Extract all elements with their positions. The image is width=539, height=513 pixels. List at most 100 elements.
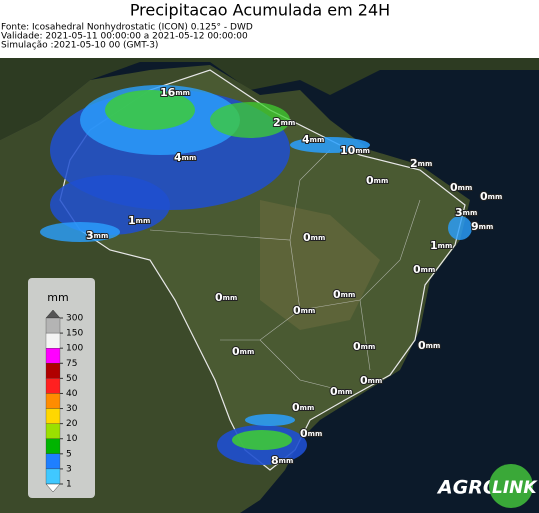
precip-label: 0mm: [330, 385, 352, 398]
colorbar-band: [45, 408, 61, 424]
precip-unit: mm: [488, 193, 503, 201]
land-north: [0, 58, 539, 140]
precip-amount: 8: [271, 454, 279, 467]
colorbar-label: 100: [66, 344, 83, 354]
precip-unit: mm: [341, 291, 356, 299]
precip-label: 0mm: [450, 181, 472, 194]
precip-amount: 0: [360, 374, 368, 387]
precip-unit: mm: [463, 209, 478, 217]
precip-unit: mm: [361, 343, 376, 351]
precip-label: 4mm: [174, 151, 196, 164]
precip-unit: mm: [374, 177, 389, 185]
precip-amount: 4: [302, 133, 310, 146]
precip-unit: mm: [301, 307, 316, 315]
precip-amount: 0: [480, 190, 488, 203]
precip-label: 4mm: [302, 133, 324, 146]
colorbar-band: [45, 378, 61, 394]
precip-label: 0mm: [333, 288, 355, 301]
precip-unit: mm: [426, 342, 441, 350]
precip-amount: 0: [303, 231, 311, 244]
precip-label: 0mm: [232, 345, 254, 358]
precip-amount: 0: [215, 291, 223, 304]
precip-amount: 0: [366, 174, 374, 187]
precip-label: 16mm: [160, 86, 190, 99]
colorbar-label: 150: [66, 329, 83, 339]
legend-unit: mm: [47, 291, 68, 304]
precip-label: 0mm: [300, 427, 322, 440]
precip-unit: mm: [281, 119, 296, 127]
precip-unit: mm: [368, 377, 383, 385]
precip-label: 0mm: [480, 190, 502, 203]
legend: mm 300 150 100 75 50 40 30 20 10 5 3 1: [28, 278, 95, 498]
info-line: Fonte: Icosahedral Nonhydrostatic (ICON)…: [1, 23, 253, 33]
precip-unit: mm: [479, 223, 494, 231]
header: Precipitacao Acumulada em 24H Fonte: Ico…: [0, 0, 539, 52]
colorbar-cap: [45, 483, 61, 493]
precip-label: 9mm: [471, 220, 493, 233]
precip-unit: mm: [311, 234, 326, 242]
colorbar-label: 3: [66, 464, 72, 474]
map: [0, 58, 539, 513]
precip-label: 3mm: [455, 206, 477, 219]
precip-unit: mm: [418, 160, 433, 168]
precip-unit: mm: [279, 457, 294, 465]
precip-label: 1mm: [128, 214, 150, 227]
precip-label: 10mm: [340, 144, 370, 157]
logo-text: LINK: [492, 478, 538, 498]
precip-unit: mm: [438, 242, 453, 250]
precip-unit: mm: [458, 184, 473, 192]
colorbar-band: [45, 393, 61, 409]
precip-unit: mm: [300, 404, 315, 412]
precip-unit: mm: [94, 232, 109, 240]
precip-unit: mm: [136, 217, 151, 225]
precip-unit: mm: [223, 294, 238, 302]
precip-unit: mm: [338, 388, 353, 396]
precip-amount: 0: [413, 263, 421, 276]
precip-amount: 1: [128, 214, 136, 227]
precip-amount: 0: [300, 427, 308, 440]
precip-label: 3mm: [86, 229, 108, 242]
colorbar-band: [45, 363, 61, 379]
precip-amount: 1: [430, 239, 438, 252]
state-borders: [149, 149, 421, 391]
precip-amount: 4: [174, 151, 182, 164]
precip-amount: 0: [292, 401, 300, 414]
colorbar-band: [45, 438, 61, 454]
precip-label: 2mm: [410, 157, 432, 170]
precip-label: 0mm: [293, 304, 315, 317]
colorbar-label: 10: [66, 434, 78, 444]
precip-amount: 2: [410, 157, 418, 170]
precipitation: [40, 85, 472, 465]
precip-amount: 0: [333, 288, 341, 301]
precip-unit: mm: [421, 266, 436, 274]
precip-label: 0mm: [418, 339, 440, 352]
colorbar-band: [45, 453, 61, 470]
precip-label: 0mm: [366, 174, 388, 187]
precip-amount: 16: [160, 86, 176, 99]
precip-amount: 0: [232, 345, 240, 358]
precip-label: 0mm: [413, 263, 435, 276]
title: Precipitacao Acumulada em 24H: [130, 1, 390, 20]
colorbar-band: [45, 332, 61, 349]
precip-amount: 0: [418, 339, 426, 352]
precip-label: 2mm: [273, 116, 295, 129]
precip-label: 1mm: [430, 239, 452, 252]
precip-amount: 3: [86, 229, 94, 242]
precip-label: 0mm: [360, 374, 382, 387]
logo: AGRO LINK: [436, 464, 538, 508]
precip-unit: mm: [182, 154, 197, 162]
info-line: Simulação :2021-05-10 00 (GMT-3): [1, 41, 158, 51]
precip-unit: mm: [310, 136, 325, 144]
logo-text: AGRO: [436, 477, 499, 499]
colorbar-label: 1: [66, 480, 72, 490]
legend-box: [28, 278, 95, 498]
precip-label: 0mm: [303, 231, 325, 244]
colorbar-label: 75: [66, 359, 77, 369]
precip-amount: 9: [471, 220, 479, 233]
precip-label: 8mm: [271, 454, 293, 467]
precip-unit: mm: [355, 147, 370, 155]
colorbar-band: [45, 348, 61, 364]
colorbar-label: 300: [66, 314, 83, 324]
